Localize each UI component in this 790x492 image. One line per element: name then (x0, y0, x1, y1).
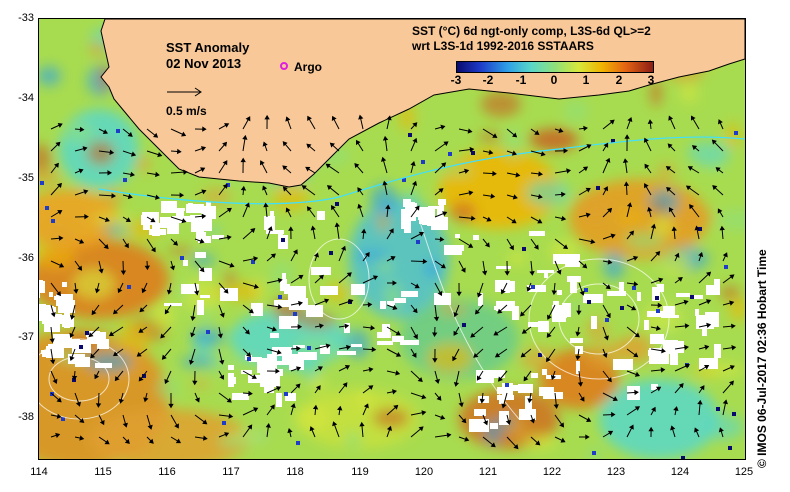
argo-label: Argo (294, 60, 322, 74)
lat-label: -36 (18, 252, 34, 264)
product-description: SST (°C) 6d ngt-only comp, L3S-6d QL>=2 (412, 24, 651, 38)
lon-label: 119 (351, 466, 369, 478)
colorbar-tick: -2 (482, 73, 494, 87)
reference-vector-label: 0.5 m/s (166, 104, 207, 118)
argo-float-icon (280, 62, 288, 70)
lat-label: -38 (18, 411, 34, 423)
map-title: SST Anomaly (166, 40, 250, 55)
lon-label: 120 (414, 466, 434, 478)
lon-label: 114 (30, 466, 48, 478)
sst-map[interactable] (38, 18, 746, 460)
lon-label: 117 (222, 466, 240, 478)
lat-label: -35 (18, 172, 34, 184)
lon-label: 116 (158, 466, 176, 478)
colorbar-tick: -1 (515, 73, 527, 87)
lon-label: 118 (286, 466, 304, 478)
lon-label: 124 (670, 466, 690, 478)
lon-label: 115 (94, 466, 112, 478)
colorbar-tick: 2 (615, 73, 623, 87)
lat-label: -34 (18, 92, 34, 104)
lon-label: 123 (606, 466, 626, 478)
colorbar (456, 61, 654, 73)
reference-climatology: wrt L3S-1d 1992-2016 SSTAARS (412, 39, 594, 53)
reference-arrow-icon (167, 87, 202, 97)
colorbar-tick: 0 (550, 73, 558, 87)
lon-label: 121 (478, 466, 498, 478)
lon-label: 122 (542, 466, 562, 478)
shelf-line (98, 136, 745, 205)
lat-label: -33 (18, 12, 34, 24)
lon-label: 125 (734, 466, 754, 478)
credit-text: © IMOS 06-Jul-2017 02:36 Hobart Time (755, 249, 769, 468)
lat-label: -37 (18, 331, 34, 343)
colorbar-tick: 3 (647, 73, 655, 87)
colorbar-tick: -3 (450, 73, 462, 87)
map-date: 02 Nov 2013 (166, 56, 242, 71)
sst-field (39, 19, 745, 459)
colorbar-tick: 1 (582, 73, 590, 87)
